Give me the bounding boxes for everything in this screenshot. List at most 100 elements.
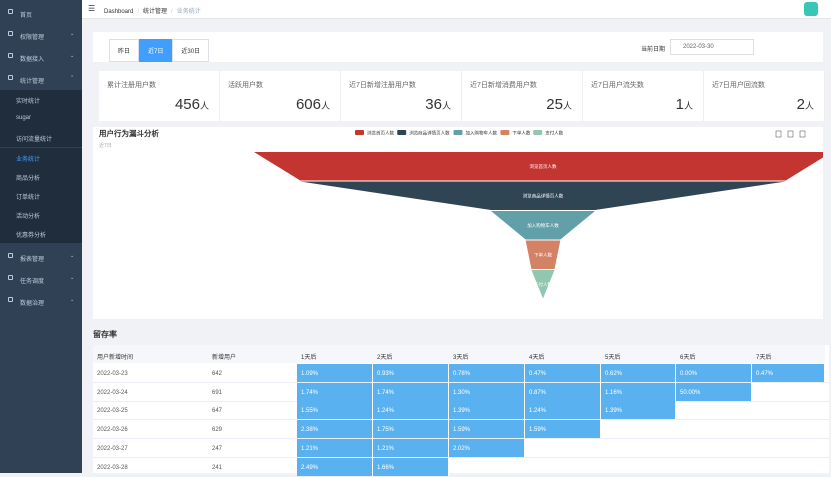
stat-card: 近7日用户回流数 2人 [704,71,825,121]
separator: / [137,9,140,15]
stat-value: 36 [425,96,442,113]
cell: 691 [212,389,223,396]
cell: 241 [212,464,223,471]
rate-cell: 2.38% [297,420,373,439]
submenu-item[interactable]: 业务统计 [0,147,82,167]
submenu-item[interactable]: 活动分析 [0,205,82,225]
menu-icon [8,296,13,302]
header-cell: 3天后 [449,345,525,363]
header-cell: 6天后 [676,345,752,363]
rate-cell: 1.24% [525,401,601,420]
range-button[interactable]: 昨日 [109,39,140,62]
menu-icon [8,31,13,36]
legend-swatch [453,130,463,135]
stat-value: 456 [174,96,200,113]
stat-value: 1 [675,96,684,113]
rate-cell: 0.93% [373,364,449,382]
rate-cell: 1.24% [373,401,449,420]
menu-item[interactable]: 权限管理 [20,35,45,41]
menu-arrow: ⌃ [70,75,75,81]
rate-cell: 2.49% [297,457,373,476]
menu-icon [8,252,13,258]
legend-swatch [533,130,543,135]
cell: 247 [212,445,223,452]
stat-value-wrap: 606人 [296,96,330,113]
stat-value: 606 [295,96,321,113]
filter-bar: 昨日 近7日 近30日 当前日期 2022-03-30 [93,32,823,62]
menu-item[interactable]: 数据治理 [20,300,45,307]
toolbox-icon [799,130,806,138]
rate-cell: 1.39% [601,401,676,420]
submenu-item[interactable]: 优惠券分析 [0,224,82,244]
stat-label: 近7日用户回流数 [712,82,765,89]
cell: 642 [212,371,223,377]
rate-cell: 1.30% [449,382,525,401]
menu-item[interactable]: 统计管理 [20,79,45,85]
submenu-item[interactable]: 访问流量统计 [0,128,82,148]
sidebar: 首页权限管理 ⌄ 数据接入 ⌄ 统计管理 ⌃ 实时统计 sugar 访问流量统计 业务统计 商品分析… [0,0,82,473]
stat-unit: 人 [441,101,451,111]
submenu-item[interactable]: 实时统计 [0,90,82,109]
crumb: 业务统计 [176,9,201,15]
rate-cell: 1.21% [373,438,449,457]
stat-value: 25 [546,96,563,113]
stat-label: 近7日新增注册用户数 [349,82,416,89]
funnel-segment [531,270,555,299]
cell: 2022-03-26 [97,427,128,434]
menu-item[interactable]: 报表管理 [20,256,45,263]
rate-cell: 1.74% [373,382,449,401]
stat-unit: 人 [683,101,693,111]
menu-arrow: ⌄ [70,274,75,281]
funnel-segment [254,152,823,181]
crumb[interactable]: Dashboard [104,9,134,15]
menu-arrow: ⌄ [70,31,75,37]
rate-cell: 0.47% [525,364,601,382]
stat-label: 近7日用户流失数 [591,82,644,89]
menu-toggle[interactable]: ☰ [88,4,96,13]
submenu-item[interactable]: 订单统计 [0,186,82,205]
rate-cell: 1.21% [297,438,373,457]
breadcrumb: Dashboard / 统计管理 / 业务统计 [104,6,201,15]
stat-card: 近7日用户流失数 1人 [583,71,704,121]
rate-cell: 2.02% [449,438,525,457]
rate-cell: 1.75% [373,420,449,439]
menu-item[interactable]: 任务调度 [20,278,45,285]
rate-cell: 1.55% [297,401,373,420]
submenu-item[interactable]: sugar [0,109,82,129]
segment-label: 加入购物车人数 [527,222,559,229]
toolbox-icon [775,130,782,138]
cell: 629 [212,427,223,434]
row-line [93,456,829,458]
rate-cell: 1.59% [449,420,525,439]
cell: 2022-03-25 [97,408,128,415]
stat-value-wrap: 456人 [175,96,209,113]
chart-title: 用户行为漏斗分析 [99,128,159,138]
crumb[interactable]: 统计管理 [143,9,168,15]
legend-label: 浏览商品详情页人数 [409,130,450,137]
menu-arrow: ⌄ [70,53,75,59]
avatar[interactable] [804,2,818,16]
segment-label: 支付人数 [534,281,552,288]
header-cell: 1天后 [297,345,373,363]
stat-unit: 人 [199,101,209,111]
segment-label: 浏览商品详情页人数 [523,192,564,199]
legend-swatch [500,130,510,135]
range-button[interactable]: 近30日 [172,39,210,62]
row-line [93,382,829,383]
submenu-item[interactable]: 商品分析 [0,166,82,186]
header: ☰ Dashboard / 统计管理 / 业务统计 [82,0,831,19]
retention-title: 留存率 [93,330,117,339]
cell: 2022-03-27 [97,445,128,452]
menu-item[interactable]: 数据接入 [20,57,45,63]
stat-card: 活跃用户数 606人 [220,71,341,121]
menu-arrow: ⌄ [70,252,75,259]
legend-swatch [355,130,364,135]
rate-cell: 0.47% [752,364,825,382]
menu-item[interactable]: 首页 [20,13,33,19]
menu-icon [8,9,13,14]
date-picker[interactable]: 2022-03-30 [670,39,754,55]
range-button[interactable]: 近7日 [139,39,173,62]
funnel-segment [300,181,786,210]
